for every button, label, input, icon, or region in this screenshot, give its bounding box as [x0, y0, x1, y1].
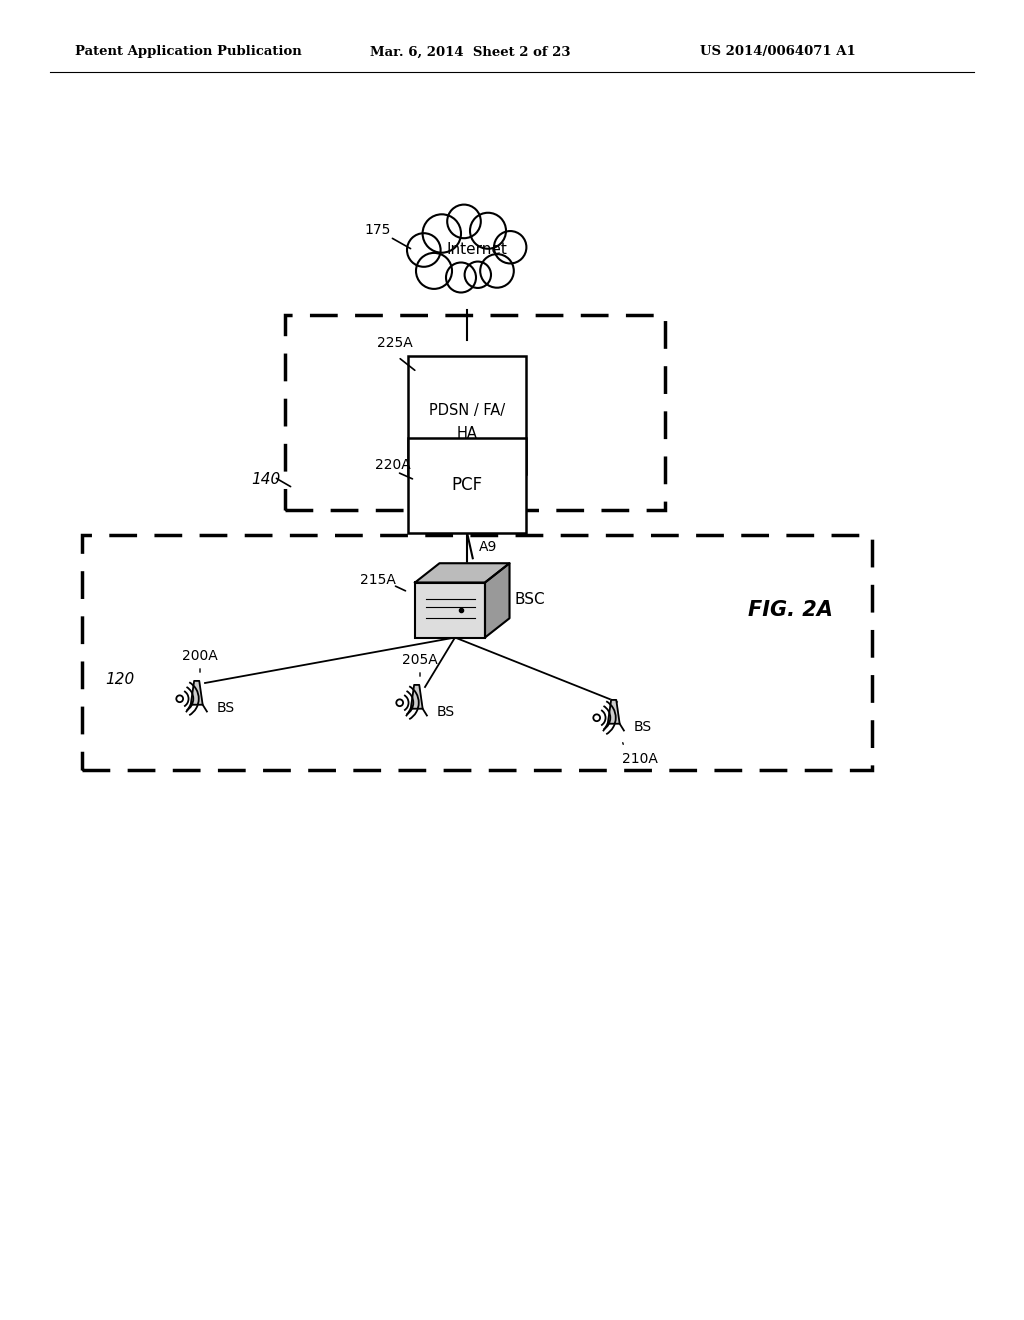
- Text: A11: A11: [479, 451, 506, 466]
- Text: US 2014/0064071 A1: US 2014/0064071 A1: [700, 45, 856, 58]
- Text: 210A: 210A: [622, 752, 657, 766]
- Circle shape: [416, 223, 470, 277]
- Circle shape: [494, 231, 526, 264]
- Text: 205A: 205A: [402, 653, 438, 667]
- Circle shape: [465, 261, 490, 288]
- Bar: [415, 582, 485, 638]
- Text: FIG. 2A: FIG. 2A: [748, 601, 833, 620]
- Text: 200A: 200A: [182, 649, 218, 663]
- Text: BS: BS: [634, 719, 652, 734]
- Text: BSC: BSC: [515, 593, 546, 607]
- Text: PDSN / FA/: PDSN / FA/: [429, 403, 505, 417]
- Text: Internet: Internet: [446, 243, 508, 257]
- Text: BS: BS: [217, 701, 236, 715]
- Bar: [408, 437, 526, 532]
- Polygon shape: [411, 685, 423, 709]
- Polygon shape: [415, 564, 510, 582]
- Circle shape: [409, 232, 454, 279]
- Text: Mar. 6, 2014  Sheet 2 of 23: Mar. 6, 2014 Sheet 2 of 23: [370, 45, 570, 58]
- Text: HA: HA: [457, 425, 477, 441]
- Circle shape: [407, 234, 440, 267]
- Circle shape: [423, 214, 461, 252]
- Circle shape: [429, 247, 475, 292]
- Polygon shape: [190, 681, 203, 705]
- Polygon shape: [485, 564, 510, 638]
- Bar: [408, 356, 526, 474]
- Text: BS: BS: [437, 705, 455, 719]
- Circle shape: [459, 247, 505, 292]
- Text: PCF: PCF: [452, 477, 482, 494]
- Circle shape: [416, 253, 452, 289]
- Text: 120: 120: [105, 672, 134, 688]
- Polygon shape: [608, 700, 620, 723]
- Text: A9: A9: [479, 540, 498, 554]
- Circle shape: [470, 213, 506, 248]
- Text: 225A: 225A: [377, 337, 413, 350]
- Text: 215A: 215A: [360, 573, 396, 587]
- Circle shape: [480, 255, 514, 288]
- Circle shape: [446, 263, 476, 293]
- Text: 140: 140: [251, 473, 280, 487]
- Circle shape: [480, 232, 525, 279]
- Circle shape: [464, 223, 518, 277]
- Circle shape: [447, 205, 481, 238]
- Text: 175: 175: [365, 223, 391, 238]
- Circle shape: [440, 206, 494, 260]
- Text: Patent Application Publication: Patent Application Publication: [75, 45, 302, 58]
- Circle shape: [431, 214, 503, 286]
- Text: 220A: 220A: [375, 458, 411, 473]
